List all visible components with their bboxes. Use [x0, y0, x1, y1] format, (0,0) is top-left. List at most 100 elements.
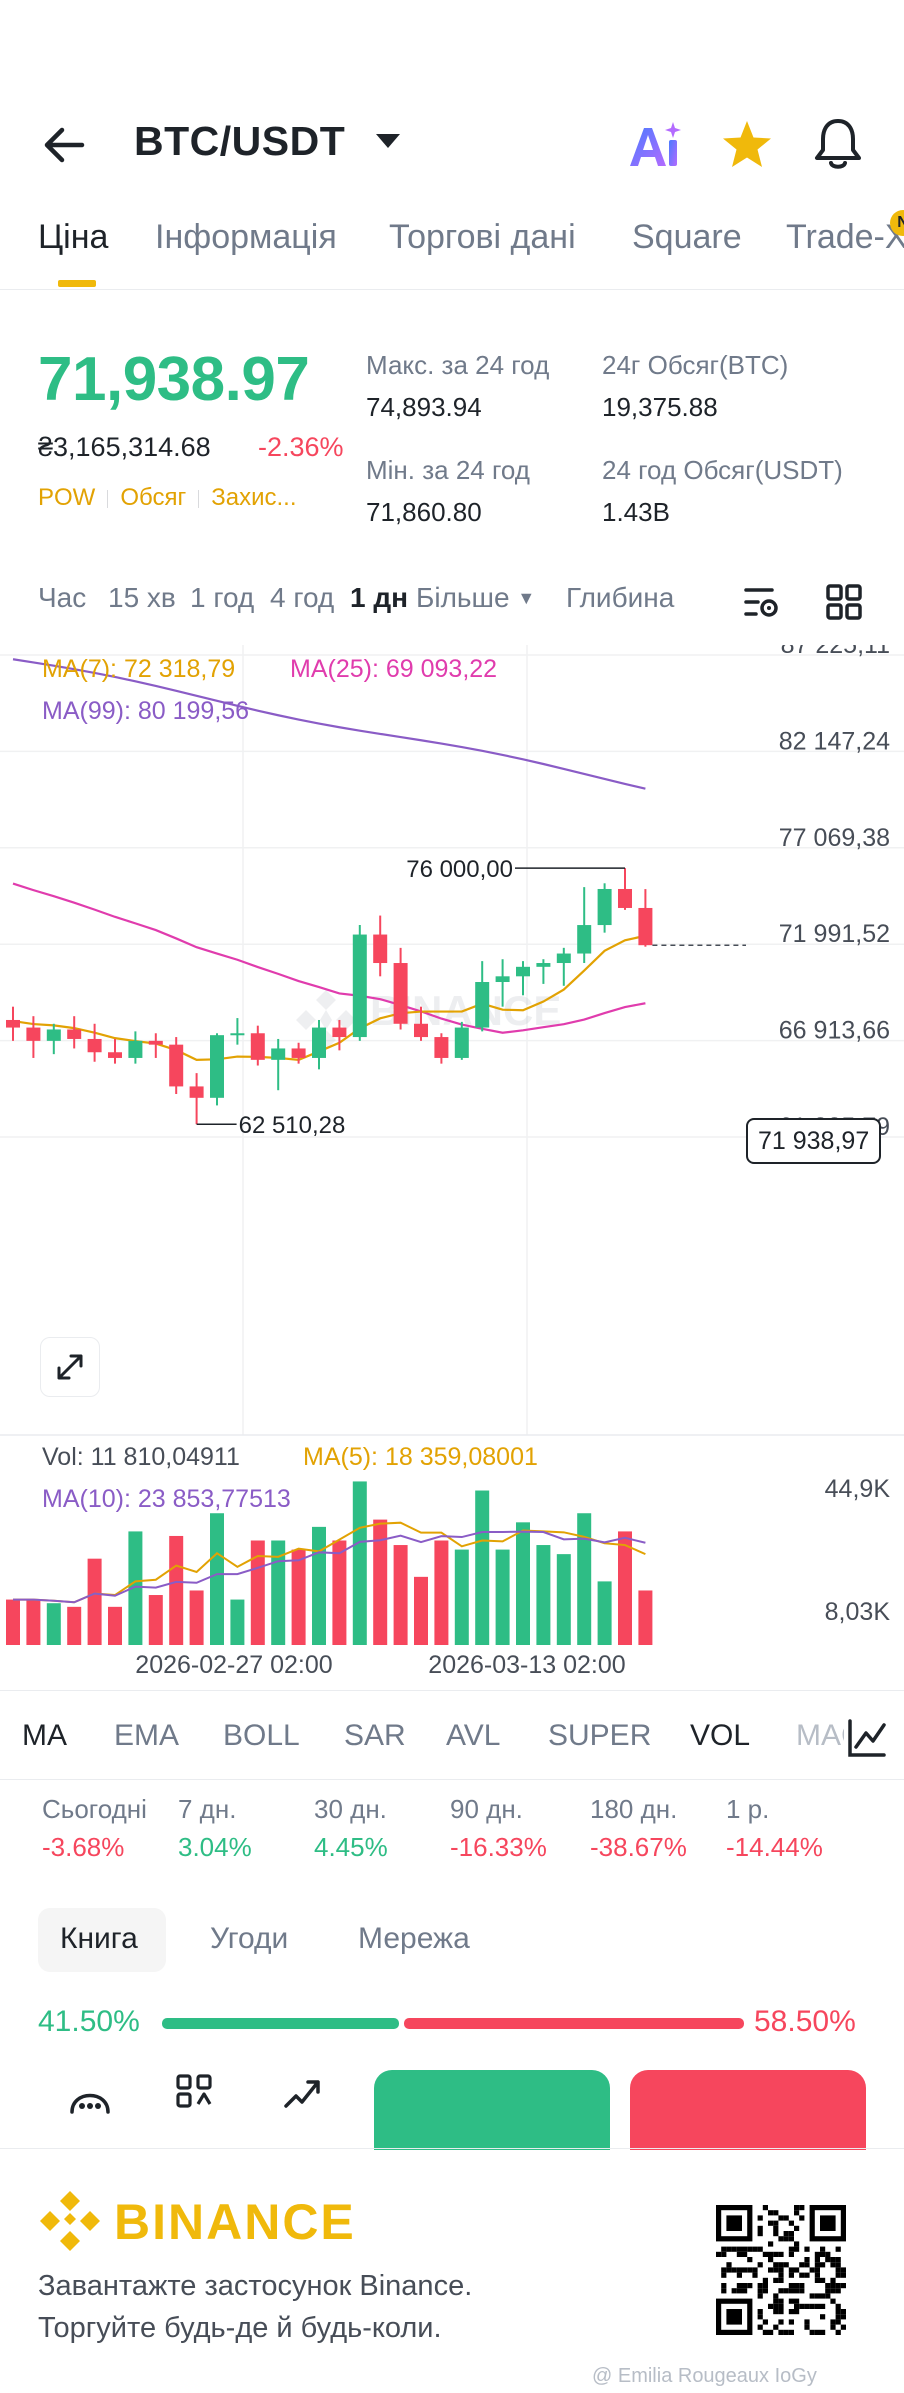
tab-trading-data[interactable]: Торгові дані — [389, 218, 576, 256]
candle-body — [332, 1027, 347, 1038]
volume-bar — [148, 1595, 163, 1645]
candle-body — [475, 982, 490, 1028]
chart-settings-icon[interactable] — [742, 582, 782, 629]
qr-module — [773, 2303, 779, 2309]
candle-body — [536, 963, 551, 967]
qr-code[interactable] — [716, 2205, 846, 2335]
indicator-vol[interactable]: VOL — [690, 1719, 751, 1752]
qr-module — [736, 2246, 742, 2252]
qr-module — [773, 2267, 779, 2273]
ma99-legend: MA(99): 80 199,56 — [42, 697, 250, 725]
tab-trade-x[interactable]: Trade-X — [786, 218, 904, 256]
qr-module — [799, 2262, 805, 2268]
indicator-super[interactable]: SUPER — [548, 1719, 652, 1752]
qr-module — [747, 2283, 753, 2289]
volume-bar — [271, 1540, 286, 1645]
back-button[interactable] — [38, 118, 92, 172]
more-icon[interactable] — [66, 2076, 114, 2121]
indicator-ema[interactable]: EMA — [114, 1719, 180, 1752]
qr-module — [721, 2288, 727, 2294]
grid-tools-icon[interactable] — [174, 2072, 222, 2117]
qr-module — [768, 2257, 774, 2263]
favorite-star-icon[interactable] — [720, 118, 774, 177]
buy-button[interactable] — [374, 2070, 610, 2150]
qr-module — [835, 2329, 841, 2335]
qr-module — [820, 2262, 826, 2268]
qr-module — [726, 2215, 742, 2231]
qr-module — [757, 2246, 763, 2252]
tab-order-book[interactable]: Книга — [60, 1922, 138, 1955]
qr-module — [840, 2283, 846, 2289]
indicator-settings-icon[interactable] — [844, 1715, 890, 1766]
candle-body — [312, 1027, 326, 1058]
pair-selector[interactable]: BTC/USDT — [134, 118, 345, 165]
qr-module — [830, 2298, 836, 2304]
tab-price[interactable]: Ціна — [38, 218, 109, 256]
qr-module — [835, 2319, 841, 2325]
volume-bar — [373, 1519, 388, 1645]
tag-pow[interactable]: POW — [38, 484, 96, 511]
x-tick-label: 2026-03-13 02:00 — [428, 1651, 625, 1679]
qr-module — [762, 2277, 768, 2283]
volume-bar — [536, 1545, 551, 1645]
candle-body — [434, 1037, 449, 1058]
qr-module — [794, 2283, 800, 2289]
indicator-macd[interactable]: MACD — [796, 1719, 844, 1752]
tab-trades[interactable]: Угоди — [210, 1922, 289, 1955]
vol-tick-label: 8,03K — [825, 1598, 891, 1626]
qr-module — [762, 2251, 768, 2257]
qr-module — [778, 2319, 784, 2325]
ma99-line — [12, 658, 646, 790]
qr-module — [840, 2324, 846, 2330]
sell-button[interactable] — [630, 2070, 866, 2150]
indicator-boll[interactable]: BOLL — [223, 1719, 300, 1752]
qr-module — [736, 2283, 742, 2289]
pair-title: BTC/USDT — [134, 118, 346, 164]
ai-icon[interactable] — [626, 120, 682, 177]
qr-module — [830, 2262, 836, 2268]
tag-protect[interactable]: Захис... — [211, 484, 297, 511]
y-tick-label: 87 225,11 — [781, 645, 890, 659]
depth-tab[interactable]: Глибина — [566, 582, 675, 613]
qr-module — [762, 2319, 768, 2325]
qr-module — [825, 2251, 831, 2257]
bell-icon[interactable] — [812, 116, 864, 177]
indicator-ma[interactable]: MA — [22, 1719, 67, 1752]
tab-network[interactable]: Мережа — [358, 1922, 470, 1955]
qr-module — [794, 2225, 800, 2231]
tab-square[interactable]: Square — [632, 218, 742, 256]
high-marker-label: 76 000,00 — [406, 856, 513, 883]
interval-more[interactable]: Більше ▼ — [416, 582, 536, 613]
interval-1d[interactable]: 1 дн — [350, 582, 409, 613]
qr-module — [799, 2272, 805, 2278]
indicator-sar[interactable]: SAR — [344, 1719, 406, 1752]
qr-module — [747, 2267, 753, 2273]
tag-volume[interactable]: Обсяг — [120, 484, 187, 511]
trend-arrow-icon[interactable] — [280, 2072, 328, 2117]
grid-layout-icon[interactable] — [824, 582, 864, 629]
kline-chart[interactable]: BINANCE 76 000,00 62 510,28 87 225,11 82 1… — [0, 645, 904, 1685]
qr-module — [840, 2309, 846, 2315]
qr-module — [762, 2288, 768, 2294]
interval-time[interactable]: Час — [38, 582, 87, 613]
qr-module — [742, 2267, 748, 2273]
caret-down-icon[interactable] — [374, 131, 402, 156]
tab-info[interactable]: Інформація — [155, 218, 337, 256]
interval-1h[interactable]: 1 год — [190, 582, 255, 613]
qr-module — [820, 2277, 826, 2283]
back-arrow-icon — [44, 127, 85, 163]
candle-body — [87, 1038, 102, 1053]
interval-4h[interactable]: 4 год — [270, 582, 335, 613]
candle-body — [67, 1029, 82, 1039]
qr-module — [835, 2262, 841, 2268]
indicator-avl[interactable]: AVL — [446, 1719, 501, 1752]
qr-module — [757, 2288, 763, 2294]
expand-chart-button[interactable] — [40, 1337, 100, 1397]
qr-module — [783, 2329, 789, 2335]
qr-module — [778, 2329, 784, 2335]
qr-module — [742, 2246, 748, 2252]
qr-module — [736, 2272, 742, 2278]
interval-15m[interactable]: 15 хв — [108, 582, 176, 613]
performance-row: Сьогодні -3.68% 7 дн. 3.04% 30 дн. 4.45%… — [0, 1794, 904, 1874]
